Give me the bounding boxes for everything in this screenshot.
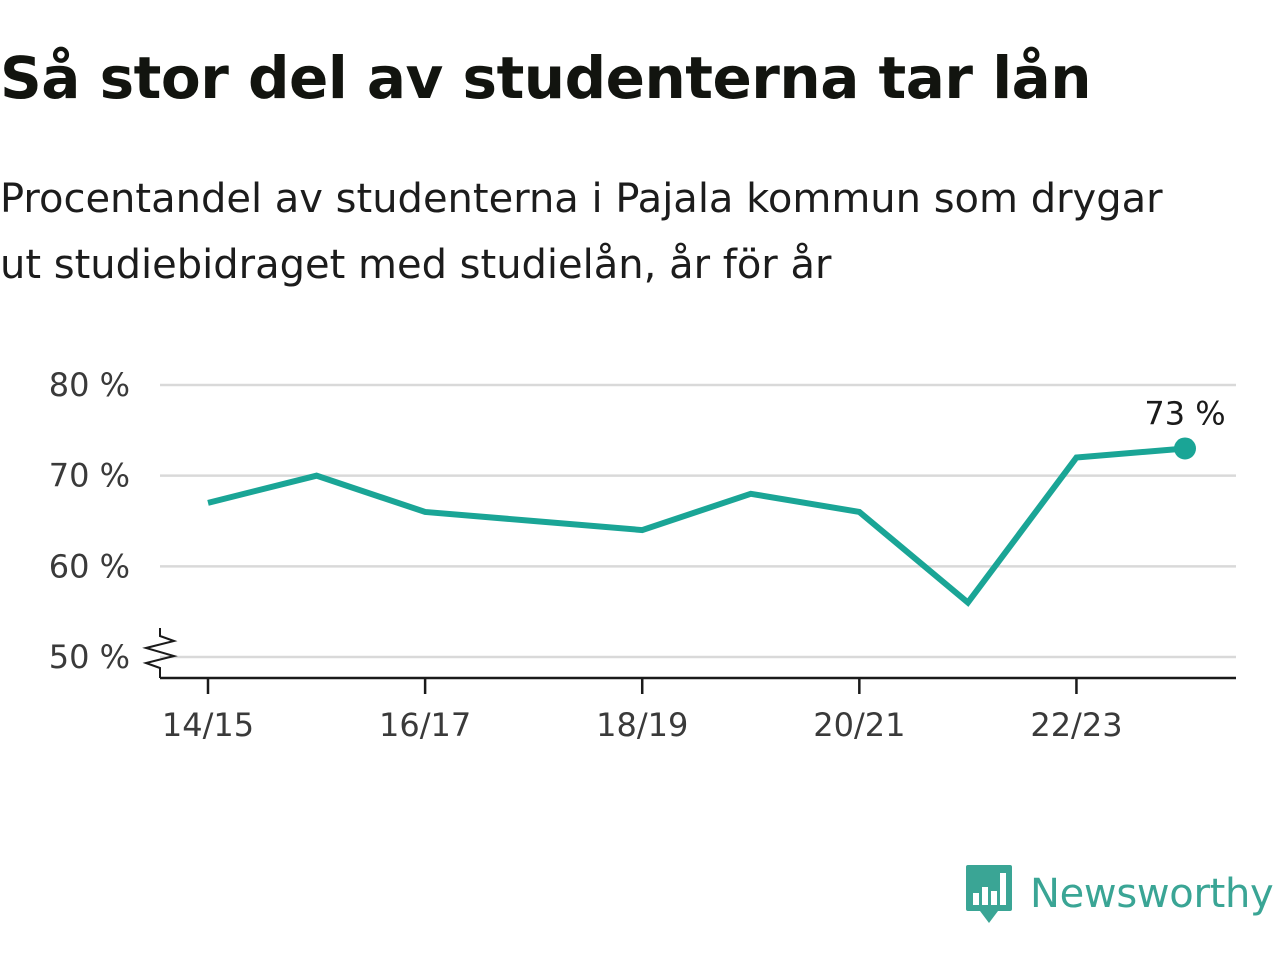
data-point-22-23 [1073,455,1079,461]
data-point-21-22 [965,600,971,606]
gridlines [160,383,1236,659]
line-chart: 50 % 60 % 70 % 80 % 14/15 16/17 18/19 20/21 22/… [49,366,1236,744]
data-point-20-21 [856,509,862,515]
data-point-15-16 [314,473,320,479]
chart-title: Så stor del av studenterna tar lån [0,44,1092,112]
data-point-18-19 [639,527,645,533]
x-tick-label-22-23: 22/23 [1030,706,1122,744]
data-point-16-17 [422,509,428,515]
x-tick-label-16-17: 16/17 [379,706,471,744]
subtitle-line-2: ut studiebidraget med studielån, år för … [0,242,832,288]
chart-subtitle: Procentandel av studenterna i Pajala kom… [0,166,1280,298]
y-axis-tick-labels: 50 % 60 % 70 % 80 % [49,366,130,676]
end-value-label: 73 % [1144,394,1225,432]
data-point-14-15 [205,500,211,506]
x-tick-label-20-21: 20/21 [813,706,905,744]
y-tick-label-80: 80 % [49,366,130,404]
end-point-marker [1174,437,1196,460]
subtitle-line-1: Procentandel av studenterna i Pajala kom… [0,176,1163,222]
newsworthy-logo-icon [966,865,1012,923]
y-axis-break-icon [142,628,178,678]
brand-name: Newsworthy [1030,871,1274,917]
data-point-19-20 [748,491,754,497]
x-axis-tick-labels: 14/15 16/17 18/19 20/21 22/23 [162,678,1123,744]
y-tick-label-70: 70 % [49,457,130,495]
x-tick-label-14-15: 14/15 [162,706,254,744]
brand-footer: Newsworthy [964,862,1274,926]
data-point-17-18 [531,518,537,524]
x-axis [142,628,1236,680]
data-labels: 73 % [1144,394,1225,432]
y-tick-label-50: 50 % [49,638,130,676]
x-tick-label-18-19: 18/19 [596,706,688,744]
series-line-0 [207,445,1186,607]
y-tick-label-60: 60 % [49,547,130,585]
series-line-group [205,437,1196,607]
